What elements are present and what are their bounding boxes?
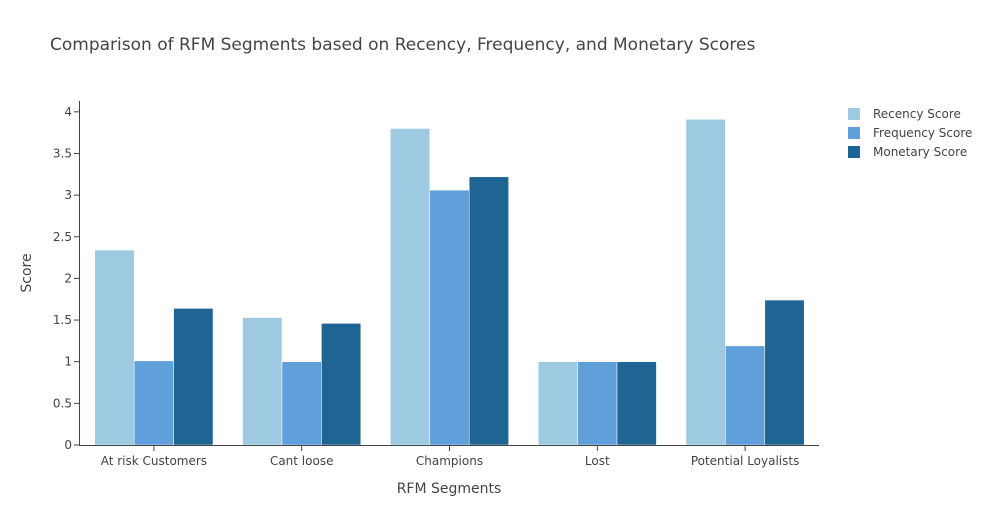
bar-frequency-score-lost (577, 361, 618, 446)
legend-label[interactable]: Monetary Score (873, 145, 967, 159)
bar-monetary-score-lost (616, 361, 657, 446)
y-tick-label: 3 (64, 188, 72, 202)
x-axis-ticks: At risk Customers Cant loose Champions Lost… (101, 446, 800, 468)
bar-frequency-score-cant-loose (281, 361, 322, 446)
y-axis-ticks: 0 0.5 1 1.5 2 2.5 3 3.5 4 (53, 105, 79, 452)
bar-monetary-score-potential-loyalists (764, 299, 805, 446)
bar-recency-score-at-risk-customers (94, 249, 135, 446)
bar-frequency-score-at-risk-customers (133, 360, 174, 446)
legend-swatch[interactable] (848, 108, 860, 120)
bar-frequency-score-potential-loyalists (725, 345, 766, 446)
bar-monetary-score-champions (468, 176, 509, 446)
x-tick-label: Lost (585, 454, 610, 468)
bar-recency-score-cant-loose (242, 317, 283, 446)
y-tick-label: 1 (64, 355, 72, 369)
x-tick-label: Potential Loyalists (691, 454, 800, 468)
legend-label[interactable]: Frequency Score (873, 126, 972, 140)
bar-recency-score-champions (390, 128, 431, 446)
bar-frequency-score-champions (429, 189, 470, 446)
legend-swatch[interactable] (848, 127, 860, 139)
y-tick-label: 2.5 (53, 230, 72, 244)
legend-label[interactable]: Recency Score (873, 107, 961, 121)
y-tick-label: 0.5 (53, 396, 72, 410)
bar-monetary-score-cant-loose (321, 323, 362, 446)
bars-layer (94, 119, 805, 446)
legend-swatch[interactable] (848, 146, 860, 158)
legend: Recency Score Frequency Score Monetary Sco… (848, 107, 972, 159)
x-tick-label: Champions (416, 454, 483, 468)
x-axis-title: RFM Segments (397, 481, 502, 497)
y-tick-label: 3.5 (53, 146, 72, 160)
x-tick-label: At risk Customers (101, 454, 207, 468)
y-tick-label: 2 (64, 271, 72, 285)
y-tick-label: 4 (64, 105, 72, 119)
x-tick-label: Cant loose (270, 454, 334, 468)
chart-title: Comparison of RFM Segments based on Rece… (50, 35, 755, 55)
y-tick-label: 1.5 (53, 313, 72, 327)
bar-recency-score-potential-loyalists (685, 119, 726, 446)
y-tick-label: 0 (64, 438, 72, 452)
y-axis-title: Score (19, 253, 35, 292)
bar-recency-score-lost (537, 361, 578, 446)
bar-monetary-score-at-risk-customers (173, 308, 214, 446)
